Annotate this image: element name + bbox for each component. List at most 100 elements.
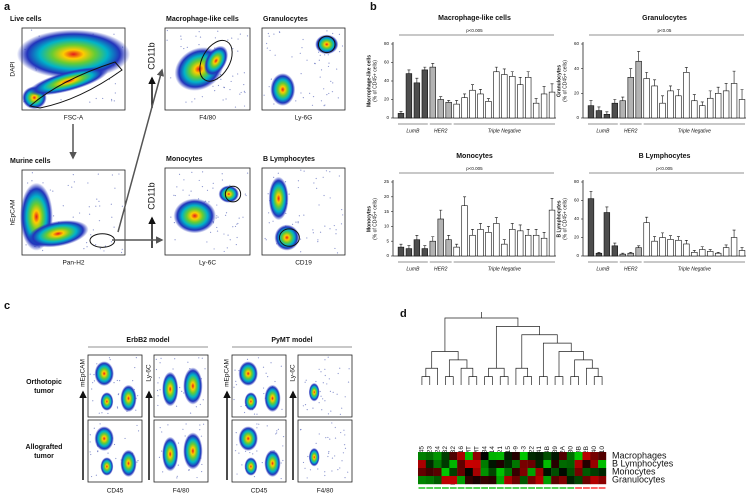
plot-title: Monocytes bbox=[166, 156, 203, 163]
event-dot bbox=[161, 450, 163, 452]
dendrogram-branch bbox=[523, 376, 532, 385]
event-dot bbox=[183, 47, 185, 50]
density-blob bbox=[183, 367, 203, 405]
event-dot bbox=[336, 393, 338, 395]
event-dot bbox=[199, 403, 201, 406]
event-dot bbox=[176, 186, 178, 188]
bar bbox=[421, 69, 428, 119]
error-bar bbox=[716, 86, 720, 94]
event-dot bbox=[117, 393, 120, 395]
event-dot bbox=[274, 380, 276, 383]
event-dot bbox=[304, 467, 306, 469]
y-axis-label: mEpCAM bbox=[224, 359, 231, 387]
bar bbox=[509, 229, 516, 257]
event-dot bbox=[304, 381, 306, 383]
event-dot bbox=[236, 236, 238, 239]
event-dot bbox=[111, 216, 113, 218]
event-dot bbox=[244, 91, 246, 94]
event-dot bbox=[177, 442, 180, 444]
event-dot bbox=[329, 197, 331, 199]
event-dot bbox=[241, 464, 243, 466]
event-dot bbox=[92, 382, 94, 384]
event-dot bbox=[246, 172, 249, 174]
event-dot bbox=[315, 177, 317, 180]
y-tick-label: 0 bbox=[386, 115, 389, 120]
density-blob bbox=[120, 449, 137, 478]
event-dot bbox=[339, 413, 342, 415]
dendrogram-branch bbox=[421, 376, 431, 385]
event-dot bbox=[86, 242, 88, 244]
event-dot bbox=[339, 467, 341, 469]
event-dot bbox=[322, 382, 324, 384]
error-bar bbox=[589, 190, 593, 199]
event-dot bbox=[337, 469, 339, 471]
event-dot bbox=[320, 69, 323, 71]
event-dot bbox=[108, 357, 111, 359]
y-axis-label: (% of CD45+ cells) bbox=[372, 60, 378, 102]
heatmap-cell bbox=[551, 468, 560, 477]
heatmap-cell bbox=[504, 452, 513, 461]
heatmap-cell bbox=[441, 452, 450, 461]
event-dot bbox=[199, 424, 201, 426]
error-bar bbox=[439, 96, 443, 100]
error-bar bbox=[621, 96, 625, 101]
event-dot bbox=[230, 80, 232, 83]
class-strip bbox=[473, 487, 481, 489]
event-dot bbox=[341, 407, 343, 409]
error-bar bbox=[629, 68, 633, 78]
heatmap-cell bbox=[551, 460, 560, 469]
event-dot bbox=[179, 386, 181, 389]
event-dot bbox=[95, 244, 97, 246]
group-label: LumB bbox=[596, 128, 610, 134]
error-bar bbox=[613, 242, 617, 246]
y-tick-label: 40 bbox=[384, 78, 390, 83]
bar bbox=[405, 248, 413, 257]
event-dot bbox=[62, 205, 64, 207]
event-dot bbox=[216, 215, 218, 217]
event-dot bbox=[339, 367, 341, 369]
bar bbox=[595, 110, 603, 119]
event-dot bbox=[135, 409, 137, 411]
event-dot bbox=[155, 368, 158, 371]
event-dot bbox=[344, 434, 346, 436]
event-dot bbox=[206, 189, 209, 191]
class-strip bbox=[551, 487, 559, 489]
heatmap-cell bbox=[425, 476, 434, 485]
error-bar bbox=[692, 94, 696, 101]
bar bbox=[683, 72, 690, 119]
class-strip bbox=[465, 487, 473, 489]
bar bbox=[461, 97, 468, 119]
row-label: Monocytes bbox=[612, 466, 656, 476]
heatmap-cell bbox=[425, 452, 434, 461]
event-dot bbox=[243, 72, 245, 74]
error-bar bbox=[605, 111, 609, 115]
error-bar bbox=[542, 232, 546, 239]
group-label: Triple Negative bbox=[678, 128, 711, 134]
bar bbox=[548, 91, 556, 119]
bar bbox=[738, 99, 746, 119]
event-dot bbox=[306, 59, 308, 61]
bar bbox=[715, 252, 722, 257]
event-dot bbox=[227, 234, 229, 236]
event-dot bbox=[71, 186, 73, 188]
event-dot bbox=[268, 35, 270, 37]
event-dot bbox=[246, 358, 249, 361]
error-bar bbox=[471, 84, 475, 91]
event-dot bbox=[237, 50, 239, 52]
event-dot bbox=[208, 201, 210, 203]
event-dot bbox=[337, 97, 339, 99]
class-strip bbox=[449, 487, 457, 489]
event-dot bbox=[98, 412, 100, 414]
group-label: HER2 bbox=[434, 266, 448, 272]
x-axis-label: Ly-6G bbox=[295, 115, 312, 122]
event-dot bbox=[213, 248, 215, 250]
event-dot bbox=[217, 30, 219, 32]
event-dot bbox=[332, 82, 334, 84]
event-dot bbox=[186, 46, 188, 48]
event-dot bbox=[238, 217, 240, 219]
bar bbox=[635, 60, 642, 119]
heatmap-cell bbox=[457, 460, 466, 469]
bar bbox=[627, 77, 634, 119]
heatmap-cell bbox=[496, 460, 505, 469]
class-strip bbox=[418, 487, 426, 489]
